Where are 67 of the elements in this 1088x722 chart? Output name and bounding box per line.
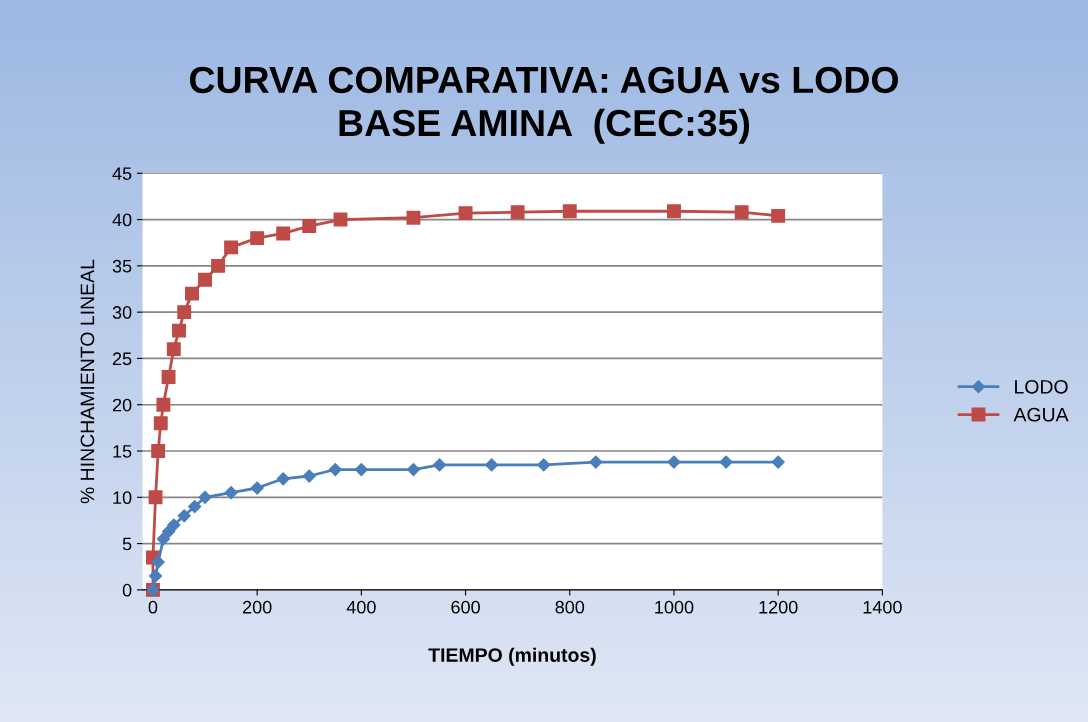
point [589,455,603,469]
legend-label: AGUA [1013,407,1069,422]
point [151,555,165,569]
point [151,444,166,458]
y-tick-label: 35 [112,259,132,273]
point [224,240,239,255]
point [333,212,348,227]
point [156,532,170,546]
x-tick-label: 1000 [655,600,694,614]
point [734,205,749,220]
point [224,486,238,500]
point [302,469,316,483]
x-tick-label: 1200 [759,600,798,614]
point [198,490,212,504]
y-tick-label: 40 [112,213,132,227]
point [177,509,191,523]
point [485,458,499,472]
y-tick-label: 25 [112,352,132,366]
point [328,462,342,477]
point [185,286,199,301]
point [771,208,786,223]
point [406,210,421,225]
point [276,472,290,486]
point [250,481,264,495]
x-tick-label: 600 [451,600,480,614]
x-tick-label: 800 [555,600,585,614]
y-axis-title: % HINCHAMIENTO LINEAL [80,259,95,504]
point [161,370,176,384]
point [156,397,171,412]
point [562,204,577,219]
point [148,490,163,505]
point [667,455,681,469]
point [771,455,785,469]
point [188,499,202,514]
point [719,455,733,469]
point [148,569,163,583]
y-tick-label: 10 [113,491,132,505]
point [458,206,473,221]
x-tick-label: 200 [243,600,272,614]
legend-label: LODO [1015,379,1068,394]
point [302,219,317,233]
point [166,342,181,357]
x-tick-label: 0 [148,600,158,614]
x-tick-label: 1400 [863,600,902,614]
y-tick-label: 45 [112,167,132,180]
point [153,416,168,431]
x-tick-label: 400 [346,600,376,614]
point [276,226,291,241]
y-tick-label: 15 [113,445,132,458]
point [177,305,192,320]
point [167,518,181,532]
point [250,231,265,246]
point [211,258,226,273]
y-tick-label: 20 [112,398,132,412]
point [198,272,212,287]
point [172,323,186,338]
y-tick-label: 5 [122,537,132,551]
point [510,205,525,220]
point [406,462,421,477]
point [667,204,681,219]
y-tick-label: 30 [112,306,132,319]
point [432,458,447,472]
x-axis-title: TIEMPO (minutos) [428,647,596,666]
chart-title: CURVA COMPARATIVA: AGUA vs LODO BASE AMINA (CEC:35) [189,66,899,144]
point [354,462,368,477]
y-tick-label: 0 [122,583,132,597]
point [537,458,551,472]
